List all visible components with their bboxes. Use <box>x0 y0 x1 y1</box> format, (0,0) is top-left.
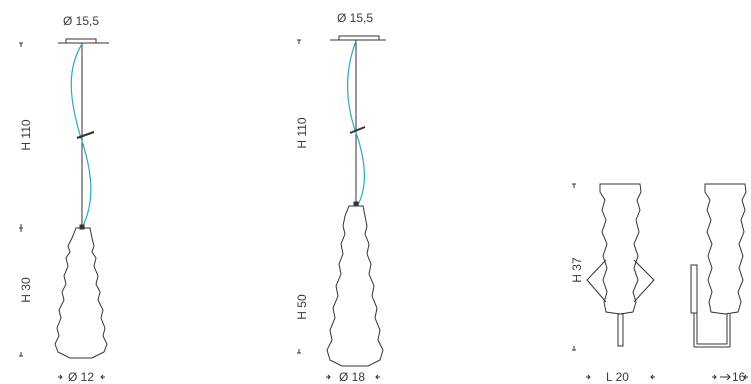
glass-shade <box>54 227 108 359</box>
height-shade-label: H 50 <box>295 294 309 320</box>
side-wing-right <box>633 259 655 303</box>
glass-shade <box>704 183 747 315</box>
dim-arrow-left <box>58 374 63 380</box>
wall-plate <box>690 264 698 314</box>
dim-arrow-right <box>100 374 105 380</box>
glass-shade <box>326 205 384 367</box>
height-shade-label: H 30 <box>19 277 33 303</box>
diameter-top-label: Ø 15,5 <box>63 14 100 28</box>
glass-shade <box>599 183 642 315</box>
height-total-label: H 110 <box>295 117 309 149</box>
diameter-bottom-label: Ø 12 <box>68 370 95 384</box>
wall-bracket <box>617 313 624 347</box>
height-label: H 37 <box>570 257 584 283</box>
diameter-top-label: Ø 15,5 <box>337 11 374 25</box>
cable-adjuster <box>76 131 95 139</box>
wall-bracket-inner <box>696 313 728 345</box>
shade-cap <box>79 224 85 230</box>
pendant-lamp-small <box>19 38 109 380</box>
wall-lamp-side <box>690 183 748 381</box>
dim-arrow-right <box>650 374 655 380</box>
length-label: L 20 <box>606 370 629 384</box>
dim-arrow-right <box>743 374 748 380</box>
dim-arrow-left <box>326 374 331 380</box>
side-wing-left <box>586 259 607 303</box>
dim-arrow-right <box>375 374 380 380</box>
cable-adjuster <box>349 126 366 134</box>
power-cable <box>70 43 92 229</box>
dim-arrow-left <box>586 374 591 380</box>
ceiling-canopy <box>338 35 380 41</box>
shade-cap <box>353 201 359 207</box>
diameter-bottom-label: Ø 18 <box>339 370 366 384</box>
pendant-lamp-large <box>297 35 386 380</box>
depth-label: 16 <box>732 370 746 384</box>
height-total-label: H 110 <box>19 119 33 151</box>
depth-arrow-icon <box>720 373 731 381</box>
wall-bracket <box>693 313 731 348</box>
ceiling-canopy <box>65 38 97 44</box>
dim-arrow-left <box>712 374 717 380</box>
wall-lamp-front <box>572 183 655 380</box>
